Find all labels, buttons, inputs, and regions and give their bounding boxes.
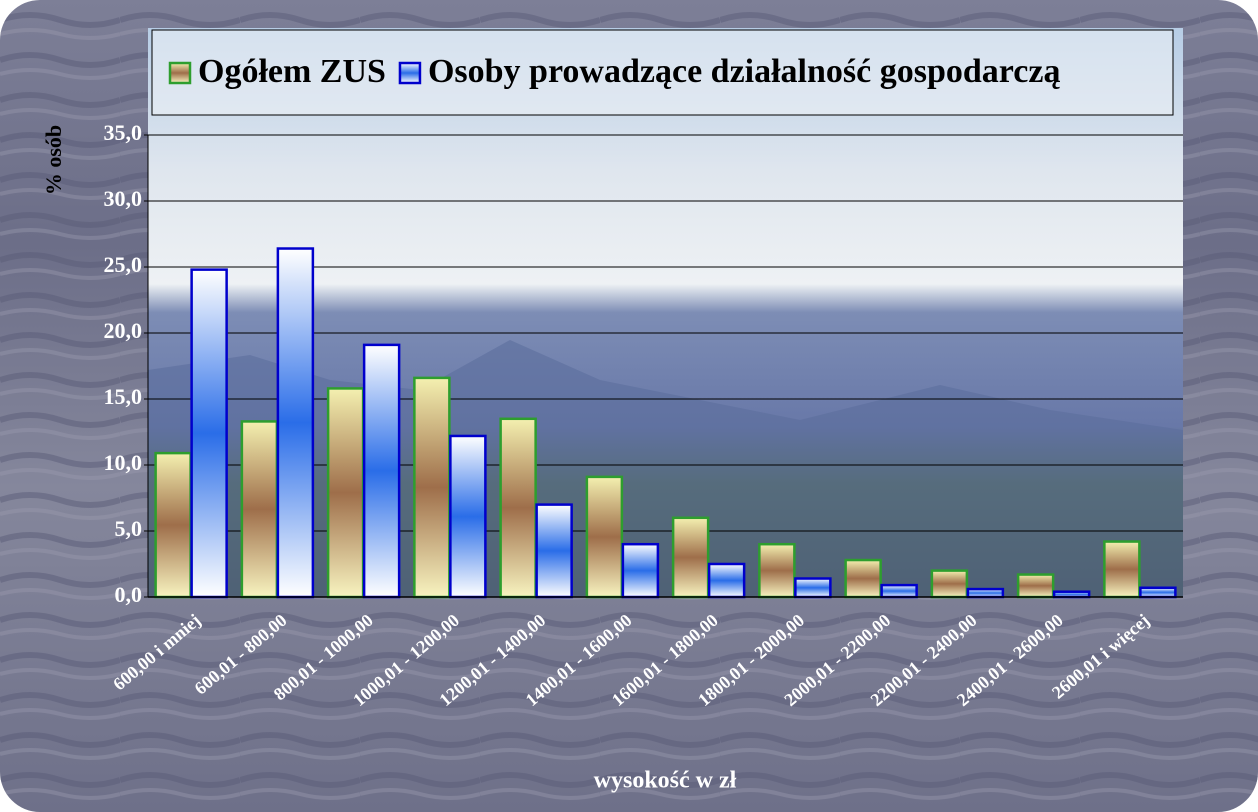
bar xyxy=(585,475,624,599)
bar xyxy=(449,434,487,599)
bar xyxy=(362,343,401,599)
bar xyxy=(240,420,279,599)
mountains xyxy=(148,340,1183,597)
legend-box xyxy=(151,29,1174,116)
bar xyxy=(880,583,918,599)
y-tick-label: 30,0 xyxy=(104,186,143,211)
bar xyxy=(758,542,796,599)
legend-swatch xyxy=(168,61,192,85)
bar xyxy=(844,558,882,599)
x-axis-label: wysokość w zł xyxy=(594,768,737,794)
bar xyxy=(621,542,660,599)
bar xyxy=(1052,590,1091,599)
bar xyxy=(190,268,228,599)
bar xyxy=(535,503,573,599)
bar xyxy=(276,247,315,599)
bar xyxy=(671,516,710,599)
y-axis-label: % osób xyxy=(41,125,66,195)
y-tick-label: 10,0 xyxy=(104,450,143,475)
bar xyxy=(930,569,969,599)
legend-label: Ogółem ZUS xyxy=(198,53,386,90)
bar xyxy=(1103,540,1141,599)
legend-label: Osoby prowadzące działalność gospodarczą xyxy=(428,53,1061,90)
bar xyxy=(707,562,746,599)
bar xyxy=(326,387,365,599)
y-tick-label: 35,0 xyxy=(104,120,143,145)
bar xyxy=(794,577,832,599)
y-tick-label: 25,0 xyxy=(104,252,143,277)
bar xyxy=(499,417,537,599)
bar xyxy=(1139,586,1177,599)
bar xyxy=(966,587,1005,599)
y-tick-label: 20,0 xyxy=(104,318,143,343)
bar xyxy=(1016,573,1055,599)
bar xyxy=(413,376,451,599)
y-tick-label: 0,0 xyxy=(115,582,143,607)
y-tick-label: 15,0 xyxy=(104,384,143,409)
bar xyxy=(154,451,192,599)
legend-swatch xyxy=(398,61,422,85)
y-tick-label: 5,0 xyxy=(115,516,143,541)
